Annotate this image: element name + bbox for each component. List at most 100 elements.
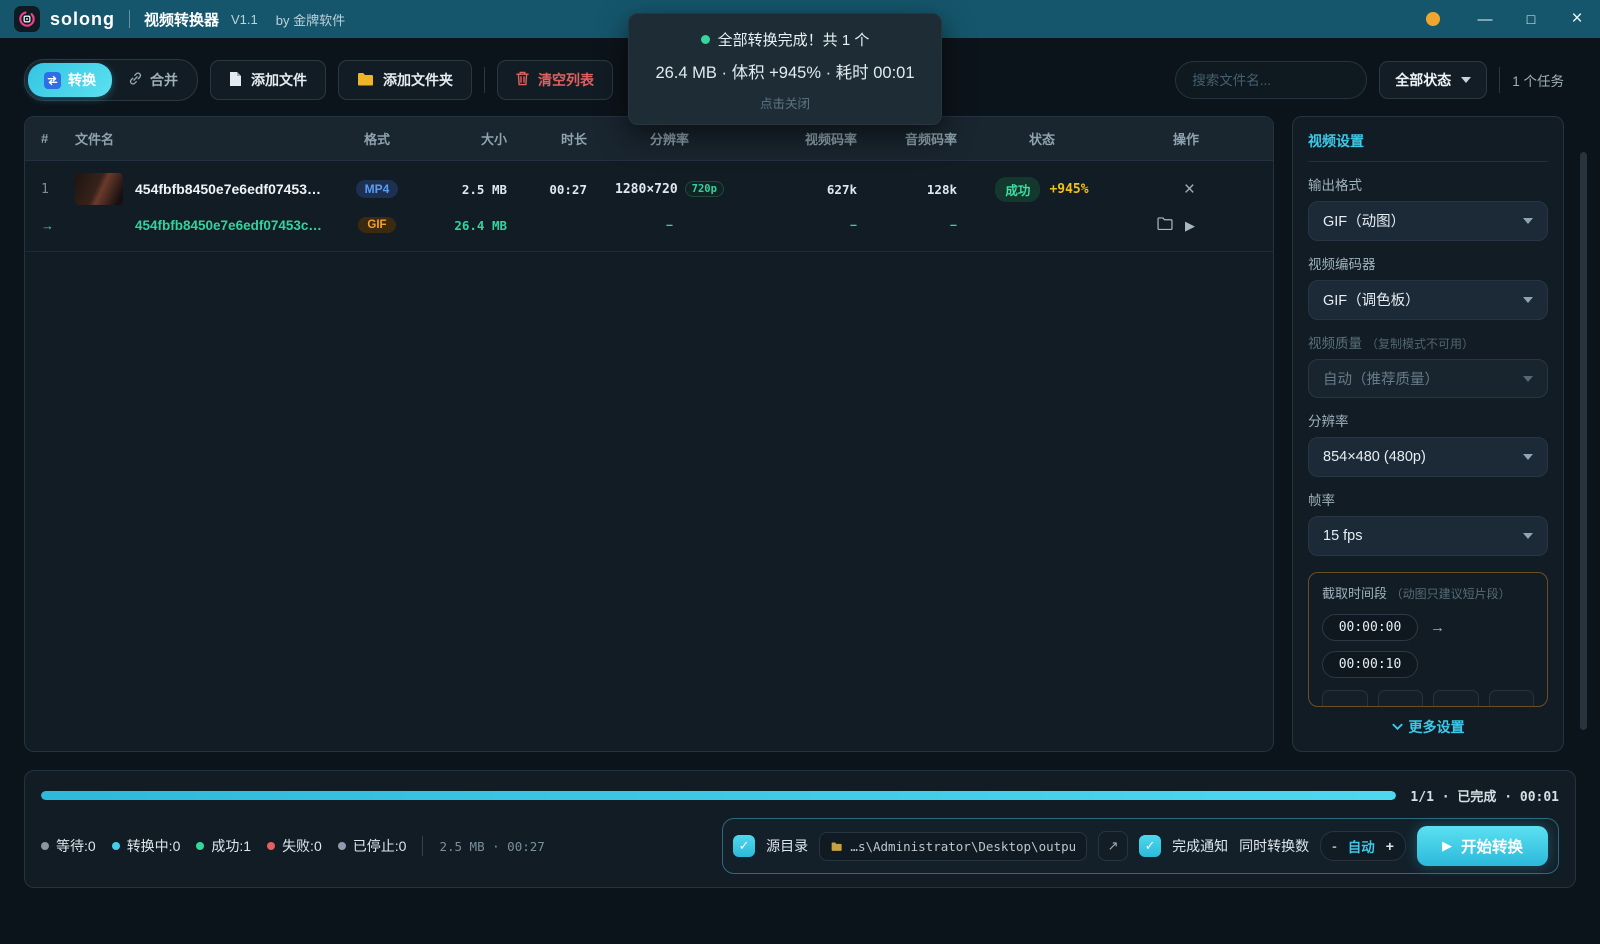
clip-time-section: 截取时间段 （动图只建议短片段） → bbox=[1308, 572, 1548, 707]
totals-summary: 2.5 MB · 00:27 bbox=[439, 838, 545, 854]
output-video-bitrate: – bbox=[850, 218, 857, 232]
col-size: 大小 bbox=[480, 132, 507, 147]
folder-icon bbox=[357, 72, 374, 89]
remove-row-icon[interactable]: × bbox=[1183, 178, 1195, 200]
waiting-dot-icon bbox=[41, 842, 49, 850]
more-settings-link[interactable]: 更多设置 bbox=[1308, 707, 1548, 739]
progress-bar bbox=[41, 791, 1397, 800]
caret-down-icon bbox=[1523, 217, 1533, 224]
maximize-button[interactable]: □ bbox=[1526, 11, 1536, 27]
col-actions: 操作 bbox=[1172, 132, 1199, 147]
video-encoder-label: 视频编码器 bbox=[1308, 256, 1376, 272]
resolution-label: 分辨率 bbox=[1308, 414, 1349, 430]
notify-label: 完成通知 bbox=[1172, 838, 1229, 854]
open-output-dir-button[interactable]: ↗ bbox=[1098, 831, 1129, 861]
source-size: 2.5 MB bbox=[461, 181, 507, 197]
titlebar-divider bbox=[129, 10, 130, 28]
play-file-icon[interactable]: ▶ bbox=[1185, 217, 1195, 233]
output-path-field[interactable]: …s\Administrator\Desktop\output_sl_vc bbox=[819, 831, 1088, 861]
video-thumbnail bbox=[75, 173, 123, 205]
file-table: # 文件名 格式 大小 时长 分辨率 视频码率 音频码率 状态 操作 1 454 bbox=[24, 116, 1274, 752]
clip-end-input[interactable] bbox=[1322, 650, 1418, 678]
video-quality-select: 自动（推荐质量） bbox=[1308, 358, 1548, 399]
toolbar-divider bbox=[1499, 67, 1501, 93]
completion-toast: 全部转换完成！共 1 个 26.4 MB · 体积 +945% · 耗时 00:… bbox=[628, 13, 942, 125]
stat-waiting: 等待:0 bbox=[41, 836, 96, 856]
framerate-select[interactable]: 15 fps bbox=[1308, 516, 1548, 557]
status-filter-dropdown[interactable]: 全部状态 bbox=[1379, 61, 1488, 99]
sidebar-scrollbar[interactable] bbox=[1580, 152, 1587, 730]
app-name: solong bbox=[50, 8, 115, 29]
chevron-down-icon bbox=[1391, 723, 1403, 731]
col-index: # bbox=[41, 131, 49, 146]
output-arrow-icon: → bbox=[41, 217, 54, 233]
output-format-label: 输出格式 bbox=[1308, 178, 1362, 193]
settings-sidebar: 视频设置 输出格式 GIF（动图） 视频编码器 GIF（调色板） 视频质量 （复制… bbox=[1292, 116, 1564, 752]
col-video-bitrate: 视频码率 bbox=[804, 132, 857, 147]
arrow-right-icon: → bbox=[1430, 618, 1445, 636]
row-source-line: 1 454fbfb8450e7e6edf07453c2a5514bb_ra...… bbox=[25, 169, 1273, 209]
footer-panel: 1/1 · 已完成 · 00:01 等待:0 转换中:0 成功:1 失败:0 已… bbox=[24, 770, 1576, 888]
col-filename: 文件名 bbox=[75, 132, 115, 147]
tab-merge[interactable]: 合并 bbox=[112, 63, 194, 97]
output-format-badge: GIF bbox=[358, 217, 396, 233]
source-dir-checkbox[interactable]: ✓ bbox=[733, 835, 756, 857]
size-delta: +945% bbox=[1049, 181, 1089, 197]
video-quality-hint: （复制模式不可用） bbox=[1366, 336, 1475, 351]
col-duration: 时长 bbox=[560, 132, 587, 147]
app-logo-icon bbox=[14, 6, 40, 32]
col-resolution: 分辨率 bbox=[649, 132, 689, 147]
notify-checkbox[interactable]: ✓ bbox=[1139, 835, 1162, 857]
toast-summary: 26.4 MB · 体积 +945% · 耗时 00:01 bbox=[655, 64, 915, 82]
stat-converting: 转换中:0 bbox=[111, 836, 180, 856]
output-size: 26.4 MB bbox=[454, 217, 507, 233]
add-file-button[interactable]: 添加文件 bbox=[210, 60, 326, 100]
video-encoder-select[interactable]: GIF（调色板） bbox=[1308, 279, 1548, 320]
open-folder-icon[interactable] bbox=[1157, 216, 1173, 234]
row-output-line: → 454fbfb8450e7e6edf07453c2a5514bb_raw..… bbox=[25, 209, 1273, 241]
clear-list-button[interactable]: 清空列表 bbox=[497, 60, 613, 100]
conversion-settings-bar: ✓ 源目录 …s\Administrator\Desktop\output_sl… bbox=[722, 818, 1559, 874]
toast-dismiss-link[interactable]: 点击关闭 bbox=[759, 97, 810, 111]
theme-dot-button[interactable] bbox=[1426, 12, 1440, 26]
start-convert-button[interactable]: ▶ 开始转换 bbox=[1416, 826, 1548, 866]
link-icon bbox=[128, 71, 143, 89]
add-folder-button[interactable]: 添加文件夹 bbox=[338, 60, 472, 100]
toolbar: 转换 合并 添加文件 bbox=[24, 59, 1564, 101]
caret-down-icon bbox=[1523, 296, 1533, 303]
app-version: V1.1 bbox=[231, 11, 258, 27]
clip-start-input[interactable] bbox=[1322, 613, 1418, 641]
resolution-select[interactable]: 854×480 (480p) bbox=[1308, 437, 1548, 478]
failed-dot-icon bbox=[267, 842, 276, 850]
clipped-preset-buttons bbox=[1322, 689, 1534, 707]
stat-failed: 失败:0 bbox=[267, 836, 322, 856]
add-folder-label: 添加文件夹 bbox=[383, 72, 453, 88]
source-audio-bitrate: 128k bbox=[926, 181, 957, 197]
col-format: 格式 bbox=[363, 132, 390, 147]
task-count: 1 个任务 bbox=[1512, 74, 1564, 89]
tab-convert[interactable]: 转换 bbox=[28, 63, 112, 97]
video-quality-label: 视频质量 bbox=[1308, 335, 1362, 351]
close-button[interactable]: × bbox=[1571, 8, 1583, 29]
stat-success: 成功:1 bbox=[196, 836, 251, 856]
output-format-select[interactable]: GIF（动图） bbox=[1308, 201, 1548, 241]
tab-convert-label: 转换 bbox=[68, 72, 96, 88]
progress-fill bbox=[41, 791, 1397, 800]
sidebar-title: 视频设置 bbox=[1308, 131, 1548, 162]
search-input[interactable] bbox=[1175, 61, 1368, 99]
source-format-badge: MP4 bbox=[355, 180, 399, 198]
minimize-button[interactable]: — bbox=[1477, 10, 1493, 28]
toolbar-divider bbox=[484, 67, 485, 93]
tab-merge-label: 合并 bbox=[150, 72, 178, 88]
col-status: 状态 bbox=[1028, 132, 1055, 147]
convert-icon bbox=[44, 71, 61, 89]
increment-button[interactable]: + bbox=[1385, 838, 1394, 854]
trash-icon bbox=[516, 71, 529, 89]
file-icon bbox=[229, 71, 242, 90]
source-video-bitrate: 627k bbox=[826, 181, 857, 197]
resolution-badge: 720p bbox=[684, 181, 724, 197]
table-row: 1 454fbfb8450e7e6edf07453c2a5514bb_ra...… bbox=[25, 161, 1273, 252]
decrement-button[interactable]: - bbox=[1332, 838, 1337, 854]
converting-dot-icon bbox=[111, 842, 120, 850]
